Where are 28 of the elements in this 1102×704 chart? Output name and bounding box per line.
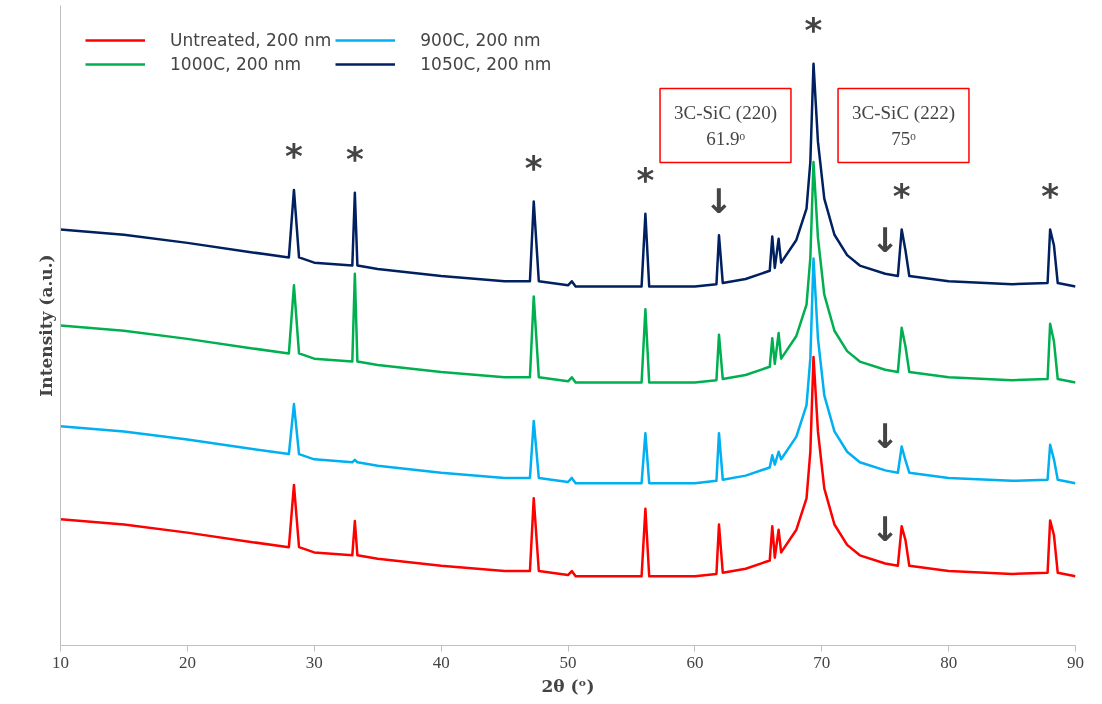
annotation: * — [524, 147, 543, 188]
annotation: * — [345, 138, 364, 179]
annotation: ↓ — [870, 509, 900, 550]
x-axis-title: 2θ (ᵒ) — [541, 675, 595, 696]
annotation: ↓ — [870, 416, 900, 457]
x-tick-label: 60 — [686, 652, 704, 672]
x-tick-label: 30 — [305, 652, 323, 672]
x-tick-label: 40 — [432, 652, 450, 672]
annotation: * — [1041, 175, 1060, 216]
x-tick-label: 70 — [813, 652, 831, 672]
x-tick-label: 90 — [1067, 652, 1084, 672]
annotation: 3C-SiC (220) 61.9ᵒ — [674, 102, 777, 149]
x-tick-label: 20 — [178, 652, 196, 672]
annotation: * — [285, 135, 304, 176]
annotation: * — [892, 175, 911, 216]
legend-label: 1050C, 200 nm — [420, 54, 552, 74]
annotation: * — [636, 159, 655, 200]
y-axis-title: Intensity (a.u.) — [35, 254, 56, 397]
annotation: 3C-SiC (222) 75ᵒ — [852, 102, 955, 149]
annotation: ↓ — [704, 181, 734, 222]
annotation: ↓ — [870, 219, 900, 260]
legend-label: Untreated, 200 nm — [170, 30, 332, 50]
legend-label: 1000C, 200 nm — [170, 54, 302, 74]
x-tick-label: 50 — [559, 652, 577, 672]
x-tick-label: 10 — [52, 652, 69, 672]
legend-label: 900C, 200 nm — [420, 30, 541, 50]
x-tick-label: 80 — [940, 652, 958, 672]
annotation: * — [804, 9, 823, 50]
